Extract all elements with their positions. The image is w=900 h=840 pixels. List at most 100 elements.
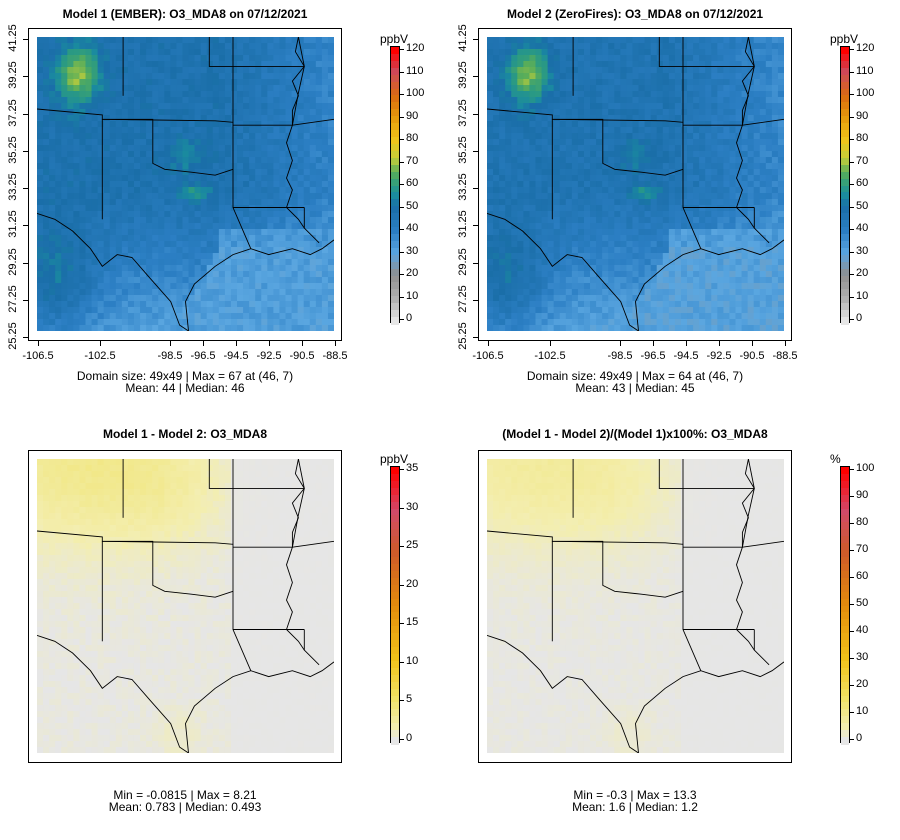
colorbar-tick-mark	[400, 274, 404, 275]
stats-line-1: Min = -0.3 | Max = 13.3	[573, 788, 697, 802]
colorbar-tick-label: 0	[856, 312, 863, 324]
stats-line-1: Domain size: 49x49 | Max = 64 at (46, 7)	[526, 369, 744, 383]
y-tick-mark	[473, 76, 478, 78]
x-tick-label: -88.5	[772, 350, 798, 362]
colorbar-tick-mark	[400, 739, 404, 740]
colorbar-tick-mark	[400, 700, 404, 702]
colorbar-tick-mark	[850, 319, 854, 320]
colorbar-tick-mark	[850, 685, 854, 686]
colorbar-tick-mark	[850, 94, 854, 95]
x-tick-mark	[100, 341, 101, 346]
colorbar-tick-mark	[400, 661, 404, 663]
colorbar-tick-label: 50	[856, 199, 869, 212]
colorbar-tick-label: 10	[406, 654, 419, 667]
colorbar-tick-mark	[400, 49, 404, 50]
x-tick-label: -102.5	[534, 350, 566, 362]
colorbar-tick-label: 60	[856, 570, 869, 582]
y-tick-mark	[473, 150, 478, 152]
colorbar-tick-label: 20	[406, 267, 419, 279]
x-tick-label: -96.5	[640, 350, 666, 362]
colorbar-tick-mark	[400, 229, 404, 230]
y-tick-mark	[23, 76, 28, 78]
colorbar-tick-mark	[850, 139, 854, 140]
x-tick-mark	[269, 341, 270, 346]
colorbar-tick-label: 35	[406, 462, 419, 474]
colorbar-tick-label: 25	[406, 539, 419, 552]
colorbar-tick-label: 70	[856, 543, 869, 555]
colorbar-tick-mark	[400, 623, 404, 625]
x-tick-mark	[236, 341, 237, 346]
panel-p3: Model 1 - Model 2: O3_MDA8 ppbV 35 30 25 20 15…	[0, 420, 450, 840]
colorbar-tick-mark	[400, 546, 404, 548]
plot-area	[28, 28, 342, 341]
y-tick-label: 31.25	[457, 210, 469, 239]
colorbar	[840, 46, 850, 325]
x-tick-label: -88.5	[322, 350, 348, 362]
x-tick-label: -90.5	[739, 350, 765, 362]
colorbar-tick-mark	[400, 251, 404, 253]
y-tick-mark	[473, 262, 478, 264]
colorbar	[390, 466, 400, 745]
colorbar-tick-mark	[400, 139, 404, 140]
colorbar-tick-label: 30	[406, 500, 419, 513]
colorbar-tick-label: 0	[856, 732, 863, 744]
y-tick-label: 39.25	[457, 61, 469, 90]
panel-title: (Model 1 - Model 2)/(Model 1)x100%: O3_M…	[502, 427, 768, 441]
colorbar-tick-label: 70	[406, 154, 419, 167]
x-tick-label: -106.5	[22, 350, 54, 362]
x-tick-mark	[302, 341, 303, 346]
y-tick-mark	[23, 262, 28, 264]
colorbar-tick-mark	[400, 296, 404, 298]
panel-p1: Model 1 (EMBER): O3_MDA8 on 07/12/2021 -1…	[0, 0, 450, 420]
colorbar-tick-label: 0	[406, 732, 413, 744]
y-tick-label: 35.25	[7, 136, 19, 164]
colorbar-tick-label: 100	[856, 87, 875, 99]
colorbar-tick-mark	[850, 184, 854, 185]
colorbar-tick-label: 80	[406, 132, 419, 144]
x-tick-label: -102.5	[84, 350, 116, 362]
colorbar-unit: ppbV	[380, 452, 409, 466]
x-tick-label: -94.5	[673, 350, 699, 362]
colorbar-tick-label: 100	[856, 462, 875, 474]
colorbar-tick-mark	[850, 604, 854, 605]
x-tick-mark	[170, 341, 171, 346]
colorbar-tick-mark	[400, 469, 404, 470]
colorbar-tick-mark	[400, 507, 404, 509]
plot-area	[28, 450, 342, 763]
stats-line-1: Domain size: 49x49 | Max = 67 at (46, 7)	[76, 369, 294, 383]
colorbar-tick-mark	[850, 206, 854, 208]
colorbar-tick-mark	[850, 577, 854, 578]
x-tick-label: -92.5	[256, 350, 282, 362]
panel-title: Model 2 (ZeroFires): O3_MDA8 on 07/12/20…	[506, 7, 764, 21]
panel-p4: (Model 1 - Model 2)/(Model 1)x100%: O3_M…	[450, 420, 900, 840]
colorbar-tick-label: 110	[856, 64, 874, 77]
colorbar-unit: ppbV	[380, 32, 409, 46]
y-tick-mark	[23, 299, 28, 301]
x-tick-label: -92.5	[706, 350, 732, 362]
map-field	[37, 37, 334, 331]
colorbar-tick-label: 0	[406, 312, 413, 324]
colorbar-tick-mark	[850, 296, 854, 298]
colorbar-tick-mark	[850, 274, 854, 275]
map-field	[487, 459, 784, 753]
stats-line-1: Min = -0.0815 | Max = 8.21	[113, 788, 257, 802]
colorbar-tick-label: 50	[856, 597, 869, 609]
y-tick-label: 27.25	[7, 285, 19, 313]
x-tick-mark	[719, 341, 720, 346]
colorbar-tick-label: 10	[406, 289, 419, 302]
colorbar-tick-label: 20	[856, 678, 869, 690]
colorbar-tick-label: 20	[406, 577, 419, 590]
y-tick-label: 41.25	[7, 24, 19, 52]
colorbar-tick-label: 60	[856, 177, 869, 189]
y-tick-mark	[473, 225, 478, 227]
colorbar-tick-mark	[400, 161, 404, 163]
panel-title: Model 1 (EMBER): O3_MDA8 on 07/12/2021	[62, 7, 308, 21]
colorbar-tick-label: 90	[406, 109, 419, 122]
stats-line-2: Mean: 0.783 | Median: 0.493	[108, 800, 262, 814]
x-tick-label: -94.5	[223, 350, 249, 362]
colorbar-tick-label: 60	[406, 177, 419, 189]
x-tick-mark	[335, 341, 336, 346]
x-tick-mark	[653, 341, 654, 346]
colorbar-tick-label: 30	[406, 244, 419, 257]
y-tick-mark	[23, 337, 28, 338]
